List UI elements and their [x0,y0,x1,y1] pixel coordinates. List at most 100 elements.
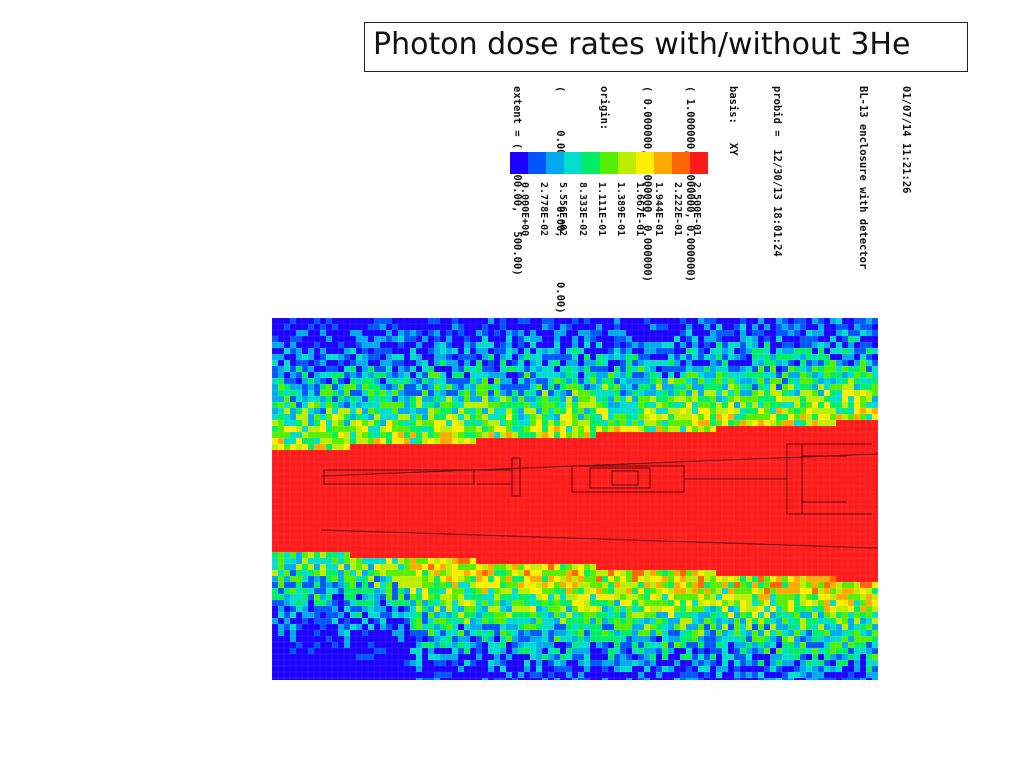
heatmap-cell [368,528,374,534]
heatmap-cell [404,420,410,426]
heatmap-cell [776,450,782,456]
heatmap-cell [404,540,410,546]
heatmap-cell [368,486,374,492]
heatmap-cell [482,600,488,606]
heatmap-cell [272,486,278,492]
heatmap-cell [782,522,788,528]
heatmap-cell [542,606,548,612]
heatmap-cell [626,360,632,366]
heatmap-cell [764,522,770,528]
heatmap-cell [758,384,764,390]
heatmap-cell [788,450,794,456]
heatmap-cell [740,486,746,492]
heatmap-cell [758,558,764,564]
heatmap-cell [872,402,878,408]
heatmap-cell [512,444,518,450]
heatmap-cell [560,492,566,498]
heatmap-cell [470,486,476,492]
heatmap-cell [362,600,368,606]
heatmap-cell [410,456,416,462]
heatmap-cell [662,420,668,426]
heatmap-cell [290,528,296,534]
heatmap-cell [272,324,278,330]
heatmap-cell [422,582,428,588]
heatmap-cell [632,486,638,492]
heatmap-cell [494,492,500,498]
heatmap-cell [272,414,278,420]
heatmap-cell [596,546,602,552]
heatmap-cell [692,498,698,504]
heatmap-cell [530,546,536,552]
heatmap-cell [734,414,740,420]
heatmap-cell [554,390,560,396]
heatmap-cell [296,456,302,462]
heatmap-cell [410,354,416,360]
heatmap-cell [746,528,752,534]
heatmap-cell [308,570,314,576]
heatmap-cell [278,576,284,582]
heatmap-cell [668,588,674,594]
heatmap-cell [542,522,548,528]
heatmap-cell [680,600,686,606]
heatmap-cell [824,558,830,564]
heatmap-cell [692,594,698,600]
heatmap-cell [272,576,278,582]
heatmap-cell [590,336,596,342]
heatmap-cell [338,384,344,390]
heatmap-cell [452,522,458,528]
heatmap-cell [416,366,422,372]
heatmap-cell [776,570,782,576]
heatmap-cell [668,426,674,432]
heatmap-cell [590,354,596,360]
heatmap-cell [350,486,356,492]
heatmap-cell [704,504,710,510]
heatmap-cell [524,426,530,432]
heatmap-cell [386,354,392,360]
heatmap-cell [686,582,692,588]
heatmap-cell [872,360,878,366]
heatmap-cell [830,600,836,606]
heatmap-cell [566,450,572,456]
heatmap-cell [434,348,440,354]
heatmap-cell [716,582,722,588]
heatmap-cell [278,462,284,468]
heatmap-cell [686,390,692,396]
heatmap-cell [596,438,602,444]
heatmap-cell [350,330,356,336]
heatmap-cell [728,522,734,528]
heatmap-cell [296,552,302,558]
heatmap-cell [764,402,770,408]
heatmap-cell [350,516,356,522]
heatmap-cell [566,498,572,504]
heatmap-cell [482,378,488,384]
heatmap-cell [650,426,656,432]
heatmap-cell [500,420,506,426]
heatmap-cell [578,528,584,534]
heatmap-cell [722,396,728,402]
legend-tick-label: 1.667E-01 [634,182,645,237]
heatmap-cell [602,402,608,408]
heatmap-cell [452,360,458,366]
heatmap-cell [554,600,560,606]
heatmap-cell [722,462,728,468]
heatmap-cell [284,576,290,582]
heatmap-cell [446,366,452,372]
heatmap-cell [488,552,494,558]
heatmap-cell [284,372,290,378]
heatmap-cell [788,564,794,570]
heatmap-cell [296,360,302,366]
heatmap-cell [374,366,380,372]
heatmap-cell [674,516,680,522]
heatmap-cell [728,600,734,606]
heatmap-cell [410,408,416,414]
heatmap-cell [866,600,872,606]
legend-tick-label: 1.111E-01 [596,182,607,237]
heatmap-cell [500,480,506,486]
heatmap-cell [668,528,674,534]
legend-swatch-6 [618,152,636,174]
heatmap-cell [650,606,656,612]
heatmap-cell [338,534,344,540]
heatmap-cell [344,522,350,528]
heatmap-cell [746,396,752,402]
heatmap-cell [854,384,860,390]
